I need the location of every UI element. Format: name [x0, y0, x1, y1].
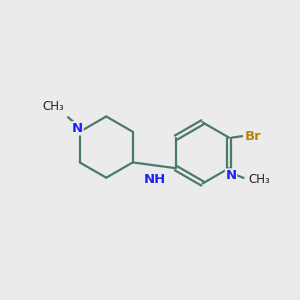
Text: Br: Br: [245, 130, 262, 142]
Text: NH: NH: [143, 173, 166, 187]
Text: N: N: [72, 122, 83, 135]
Text: CH₃: CH₃: [248, 173, 270, 186]
Text: N: N: [226, 169, 237, 182]
Text: CH₃: CH₃: [42, 100, 64, 113]
